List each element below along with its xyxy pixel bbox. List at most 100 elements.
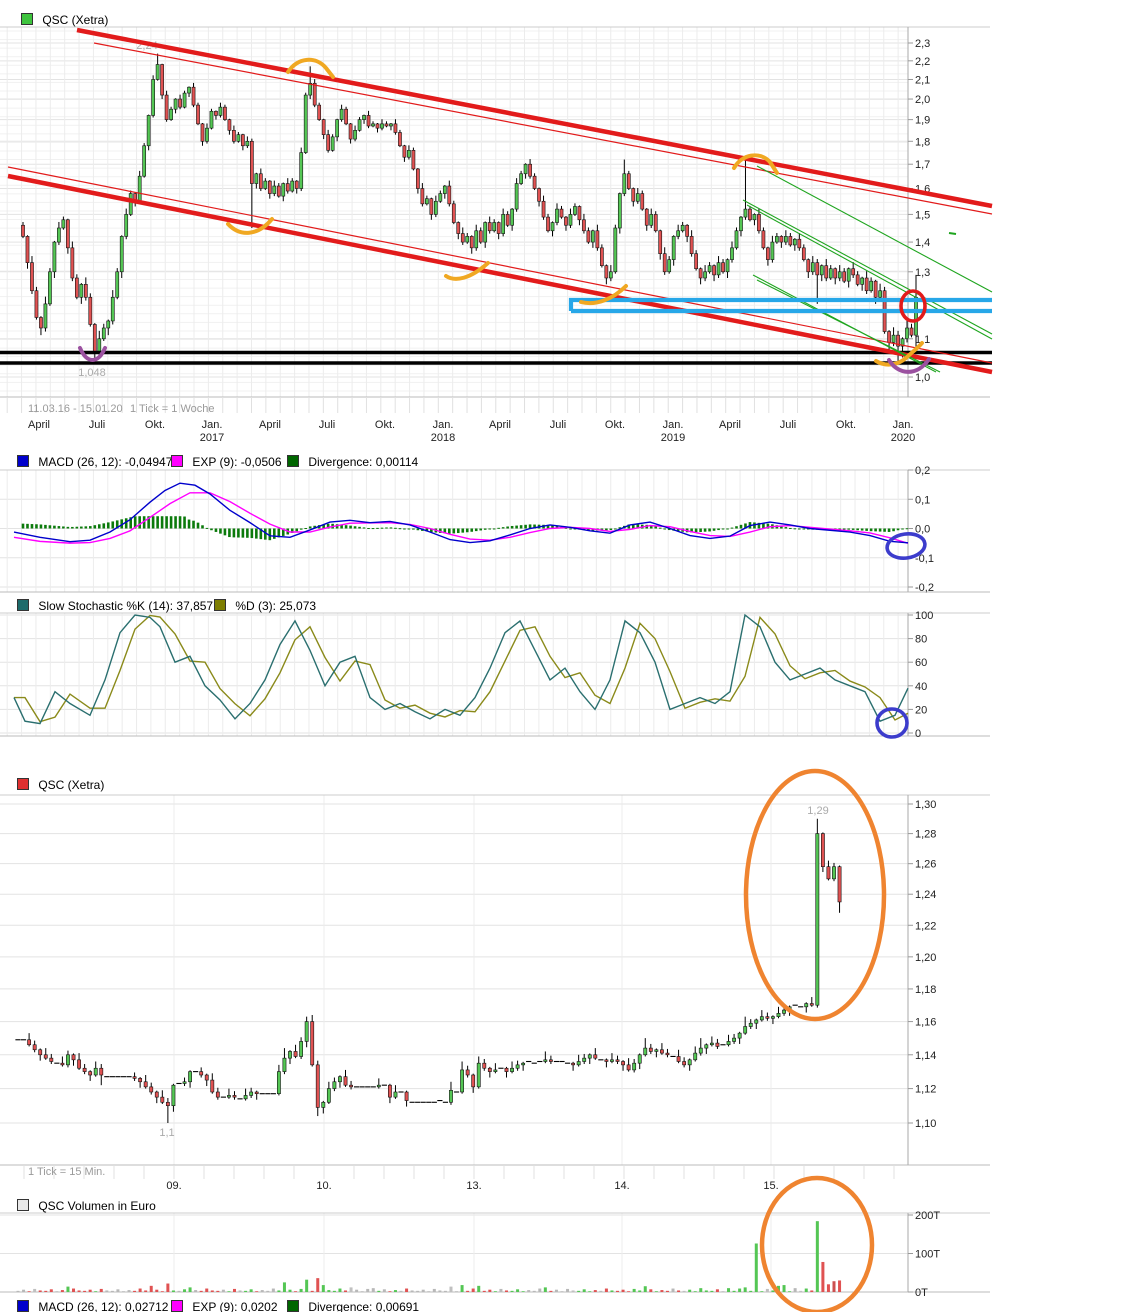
divergence-bar <box>892 528 895 532</box>
candle-body <box>227 1095 231 1098</box>
candle-body <box>826 866 831 880</box>
exp2-legend-label: EXP (9): 0,0202 <box>192 1300 278 1312</box>
divergence-bar <box>448 528 451 534</box>
candle-body <box>689 236 694 254</box>
volume-bar <box>732 1290 736 1292</box>
candle-body <box>169 108 173 120</box>
intraday-x-tick-label: 14. <box>614 1180 629 1192</box>
divergence-bar <box>721 528 725 530</box>
divergence-bar <box>115 520 119 529</box>
candle-body <box>330 136 335 151</box>
volume-bar <box>477 1285 481 1292</box>
candle-body <box>905 327 909 340</box>
divergence-bar <box>380 527 384 529</box>
candle-body <box>815 833 820 1006</box>
weekly-x-tick-label: Juli <box>319 419 336 431</box>
volume-bar <box>754 1243 758 1292</box>
stoch-y-tick-label: 60 <box>915 657 927 669</box>
candle-body <box>532 175 537 189</box>
volume-bar <box>33 1288 37 1292</box>
volume-bar <box>177 1290 181 1292</box>
candle-body <box>293 1051 298 1057</box>
divergence-bar <box>712 528 716 531</box>
intraday-y-tick-label: 1,22 <box>915 920 936 932</box>
candle-body <box>483 222 488 243</box>
candle-body <box>449 1089 453 1103</box>
volume-bar <box>72 1288 76 1292</box>
candle-body <box>60 1062 65 1066</box>
candle-body <box>398 132 402 147</box>
volume-bar <box>416 1290 420 1292</box>
candle-body <box>249 1091 254 1096</box>
divergence-bar <box>48 525 52 529</box>
candle-body <box>362 115 366 120</box>
divergence-bar <box>322 524 325 529</box>
volume-bar <box>49 1289 53 1292</box>
candle-body <box>276 1071 281 1095</box>
divergence-bar <box>838 528 842 530</box>
candle-body <box>165 1101 170 1107</box>
candle-body <box>671 236 676 260</box>
candle-body <box>187 86 191 94</box>
weekly-candles[interactable] <box>21 53 918 364</box>
candle-body <box>371 123 375 127</box>
candle-body <box>842 271 847 282</box>
weekly-macd-legend: MACD (26, 12): -0,04947 EXP (9): -0,0506… <box>0 455 1140 471</box>
stoch-d-legend-label: %D (3): 25,073 <box>235 599 317 613</box>
candle-body <box>416 168 420 189</box>
volume-bar <box>532 1290 536 1292</box>
divergence-bar <box>133 516 137 529</box>
divergence-bar <box>97 524 101 529</box>
candle-body <box>759 1016 764 1021</box>
divergence-bar <box>533 524 536 529</box>
divergence-bar <box>326 523 330 529</box>
divergence-bar <box>784 527 788 529</box>
candle-body <box>748 208 752 221</box>
volume-bar <box>183 1289 187 1292</box>
divergence-bar <box>703 528 707 532</box>
macd2-legend-label: MACD (26, 12): 0,02712 <box>38 1300 169 1312</box>
divergence-bar <box>627 524 631 529</box>
volume-bar <box>238 1290 242 1292</box>
candle-body <box>743 1026 748 1034</box>
candle-body <box>308 83 313 96</box>
annotation-overlays <box>0 27 993 1312</box>
intraday-candles[interactable] <box>15 818 842 1123</box>
weekly-x-tick-label: Juli <box>780 419 797 431</box>
candle-body <box>604 265 609 279</box>
volume-bar <box>171 1290 175 1292</box>
candle-body <box>622 173 627 194</box>
divergence-bar <box>506 526 509 529</box>
candle-body <box>39 317 43 329</box>
candle-body <box>715 1042 720 1047</box>
divergence-bar <box>524 524 527 529</box>
candle-body <box>591 230 595 243</box>
divergence-bar <box>708 528 711 532</box>
candle-body <box>438 193 443 202</box>
divergence-bar <box>555 526 559 529</box>
candle-body <box>215 1091 220 1098</box>
divergence-bar <box>456 528 460 534</box>
candle-body <box>771 1016 775 1019</box>
candle-body <box>214 110 218 116</box>
divergence-bar <box>573 528 577 530</box>
candle-body <box>138 1078 143 1083</box>
volume-bar <box>721 1291 725 1292</box>
weekly-y-tick-label: 1,4 <box>915 237 930 249</box>
intraday-y-tick-label: 1,16 <box>915 1017 936 1029</box>
candle-body <box>707 265 712 273</box>
divergence-bar <box>744 523 747 529</box>
divergence-bar <box>169 516 173 529</box>
volume-bar <box>344 1290 348 1292</box>
weekly-y-tick-label: 1,7 <box>915 159 930 171</box>
divergence-bar <box>865 528 868 531</box>
weekly-date-range-note: 11.03.16 - 15.01.20 <box>28 403 123 415</box>
volume-bar <box>621 1289 625 1292</box>
candle-body <box>617 193 622 229</box>
candle-body <box>389 123 393 127</box>
volume-bar <box>449 1286 453 1292</box>
divergence-bar <box>120 519 124 529</box>
candle-body <box>537 188 541 202</box>
candle-body <box>137 175 142 202</box>
